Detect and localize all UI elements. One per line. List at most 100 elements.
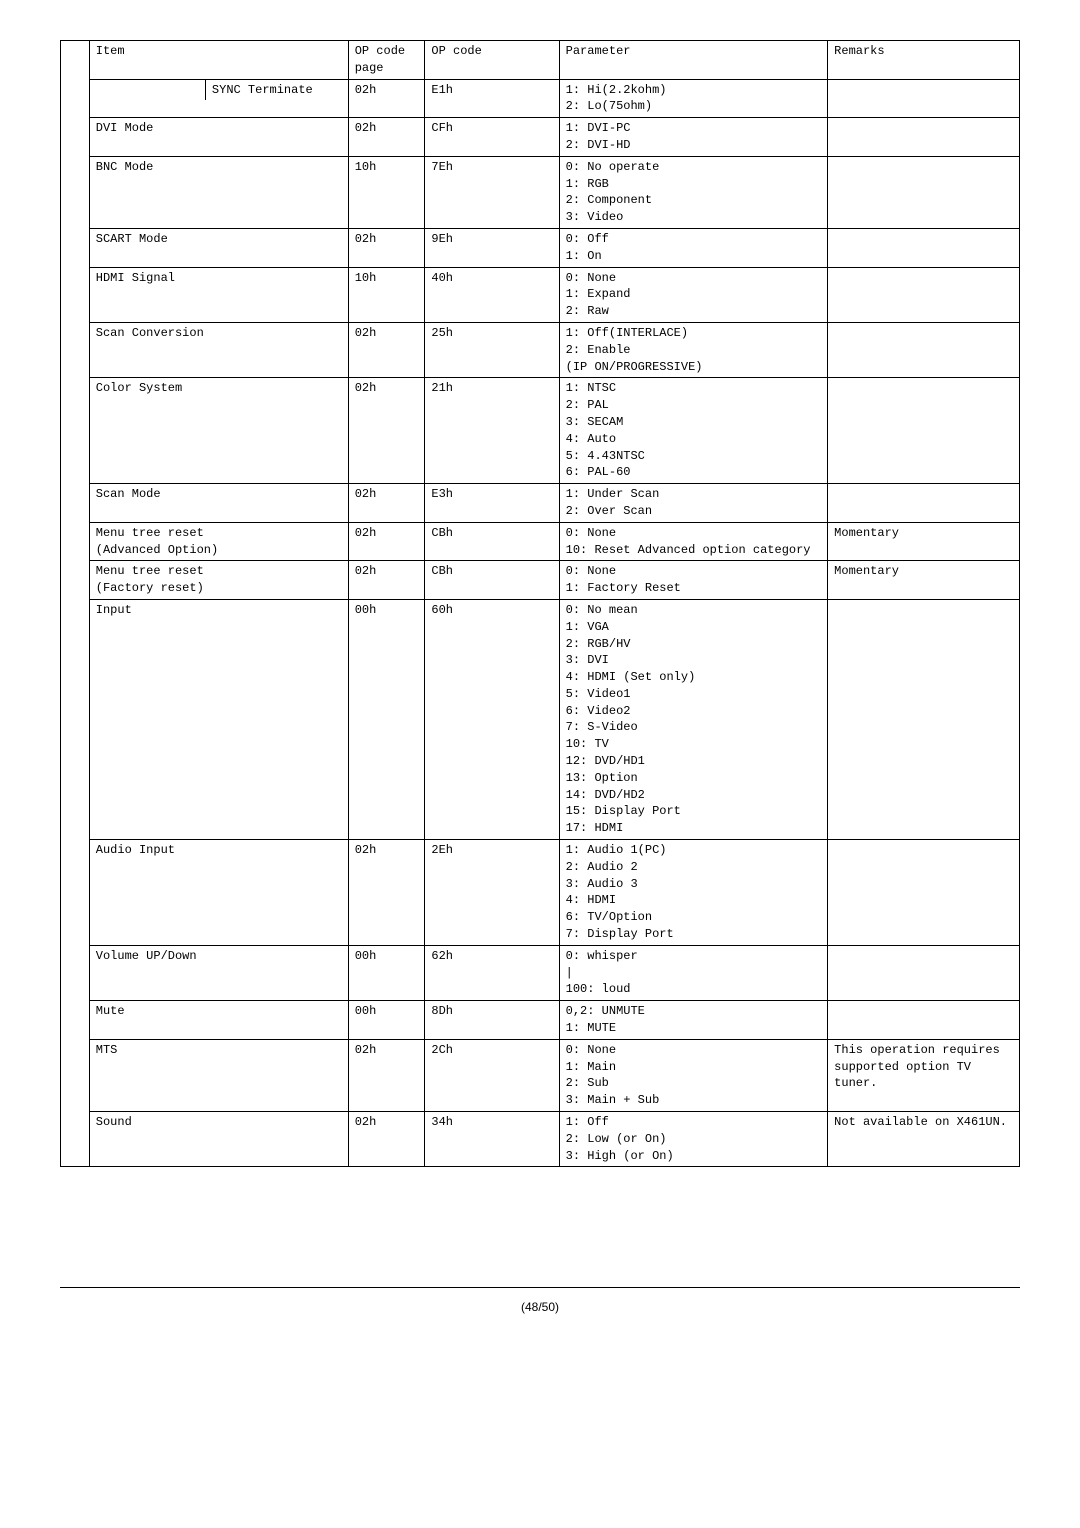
param-cell: 0: No operate1: RGB2: Component3: Video [559, 156, 828, 228]
pad-cell [61, 322, 90, 377]
remarks-cell [828, 267, 1020, 322]
op-cell: 00h [348, 1001, 425, 1040]
param-cell: 1: DVI-PC2: DVI-HD [559, 118, 828, 157]
param-cell: 0: None1: Main2: Sub3: Main + Sub [559, 1039, 828, 1111]
op-cell: 02h [348, 322, 425, 377]
param-cell: 1: NTSC2: PAL3: SECAM4: Auto5: 4.43NTSC6… [559, 378, 828, 484]
remarks-cell: Momentary [828, 561, 1020, 600]
remarks-cell: Momentary [828, 522, 1020, 561]
item-cell: Scan Mode [89, 484, 348, 523]
pad-cell [61, 840, 90, 946]
op-cell: 02h [348, 79, 425, 118]
opcode-cell: CBh [425, 522, 559, 561]
op-cell: 02h [348, 561, 425, 600]
param-cell: 1: Under Scan2: Over Scan [559, 484, 828, 523]
pad-cell [61, 228, 90, 267]
opcode-cell: 60h [425, 599, 559, 839]
pad-cell [61, 1112, 90, 1167]
op-cell: 02h [348, 378, 425, 484]
pad-cell [61, 599, 90, 839]
item-cell: Scan Conversion [89, 322, 348, 377]
remarks-cell [828, 156, 1020, 228]
item-cell: DVI Mode [89, 118, 348, 157]
op-cell: 02h [348, 1039, 425, 1111]
param-cell: 1: Audio 1(PC)2: Audio 23: Audio 34: HDM… [559, 840, 828, 946]
opcode-cell: 8Dh [425, 1001, 559, 1040]
op-cell: 00h [348, 599, 425, 839]
item-cell: SCART Mode [89, 228, 348, 267]
opcode-cell: 40h [425, 267, 559, 322]
remarks-cell [828, 322, 1020, 377]
remarks-cell [828, 1001, 1020, 1040]
header-remarks: Remarks [828, 41, 1020, 80]
opcode-cell: 2Ch [425, 1039, 559, 1111]
param-cell: 0: None1: Factory Reset [559, 561, 828, 600]
opcode-cell: 21h [425, 378, 559, 484]
opcode-cell: 9Eh [425, 228, 559, 267]
item-cell: Color System [89, 378, 348, 484]
op-cell: 02h [348, 522, 425, 561]
pad-cell [61, 561, 90, 600]
remarks-cell [828, 840, 1020, 946]
opcode-cell: E3h [425, 484, 559, 523]
subitem-cell: SYNC Terminate [205, 80, 347, 101]
opcode-cell: 34h [425, 1112, 559, 1167]
param-cell: 0: Off1: On [559, 228, 828, 267]
item-cell: BNC Mode [89, 156, 348, 228]
pad-cell [61, 484, 90, 523]
op-cell: 02h [348, 484, 425, 523]
header-item: Item [89, 41, 348, 80]
page-footer: (48/50) [60, 1287, 1020, 1314]
remarks-cell [828, 599, 1020, 839]
opcode-cell: 7Eh [425, 156, 559, 228]
item-cell: HDMI Signal [89, 267, 348, 322]
remarks-cell [828, 79, 1020, 118]
item-cell: SYNC Terminate [89, 79, 348, 118]
remarks-cell: This operation requires supported option… [828, 1039, 1020, 1111]
op-cell: 02h [348, 1112, 425, 1167]
pad-cell [61, 267, 90, 322]
spec-table: ItemOP code pageOP codeParameterRemarksS… [60, 40, 1020, 1167]
opcode-cell: E1h [425, 79, 559, 118]
header-op: OP code page [348, 41, 425, 80]
op-cell: 02h [348, 840, 425, 946]
item-cell: Sound [89, 1112, 348, 1167]
param-cell: 1: Hi(2.2kohm)2: Lo(75ohm) [559, 79, 828, 118]
item-cell: MTS [89, 1039, 348, 1111]
pad-cell [61, 378, 90, 484]
pad-cell [61, 79, 90, 118]
pad-cell [61, 945, 90, 1000]
op-cell: 02h [348, 118, 425, 157]
header-opcode: OP code [425, 41, 559, 80]
opcode-cell: CBh [425, 561, 559, 600]
op-cell: 02h [348, 228, 425, 267]
remarks-cell [828, 228, 1020, 267]
pad-cell [61, 41, 90, 80]
pad-cell [61, 156, 90, 228]
remarks-cell: Not available on X461UN. [828, 1112, 1020, 1167]
op-cell: 10h [348, 267, 425, 322]
param-cell: 0: whisper|100: loud [559, 945, 828, 1000]
param-cell: 1: Off2: Low (or On)3: High (or On) [559, 1112, 828, 1167]
param-cell: 0,2: UNMUTE1: MUTE [559, 1001, 828, 1040]
op-cell: 10h [348, 156, 425, 228]
remarks-cell [828, 118, 1020, 157]
item-cell: Audio Input [89, 840, 348, 946]
remarks-cell [828, 378, 1020, 484]
opcode-cell: 62h [425, 945, 559, 1000]
item-cell: Menu tree reset(Advanced Option) [89, 522, 348, 561]
pad-cell [61, 1039, 90, 1111]
param-cell: 0: None1: Expand2: Raw [559, 267, 828, 322]
param-cell: 1: Off(INTERLACE)2: Enable(IP ON/PROGRES… [559, 322, 828, 377]
pad-cell [61, 522, 90, 561]
pad-cell [61, 118, 90, 157]
item-cell: Input [89, 599, 348, 839]
item-cell: Mute [89, 1001, 348, 1040]
param-cell: 0: No mean1: VGA2: RGB/HV3: DVI4: HDMI (… [559, 599, 828, 839]
pad-cell [61, 1001, 90, 1040]
item-cell: Menu tree reset(Factory reset) [89, 561, 348, 600]
opcode-cell: CFh [425, 118, 559, 157]
item-cell: Volume UP/Down [89, 945, 348, 1000]
opcode-cell: 25h [425, 322, 559, 377]
op-cell: 00h [348, 945, 425, 1000]
